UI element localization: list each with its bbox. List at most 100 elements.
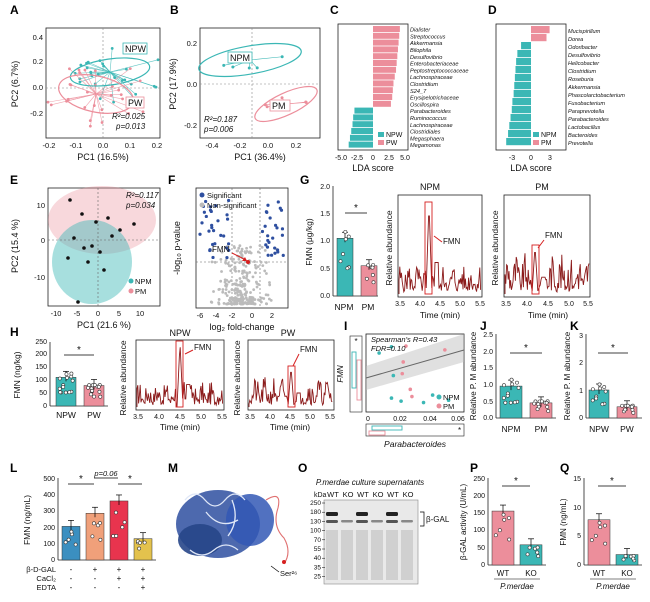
data-point bbox=[625, 403, 630, 408]
volcano-point bbox=[240, 247, 244, 251]
data-point bbox=[515, 380, 519, 385]
volcano-point bbox=[239, 293, 243, 297]
svg-text:100: 100 bbox=[43, 541, 55, 548]
panel-label-c: C bbox=[330, 3, 339, 17]
pca-point bbox=[80, 212, 84, 216]
pcoa-point bbox=[154, 85, 158, 89]
data-point bbox=[512, 400, 517, 405]
svg-text:*: * bbox=[79, 474, 83, 485]
data-point bbox=[63, 540, 68, 545]
data-point bbox=[66, 537, 71, 542]
kda-marker: 100 bbox=[310, 528, 321, 535]
pca-point bbox=[98, 250, 102, 254]
svg-text:0: 0 bbox=[529, 155, 533, 162]
panel-m: M Ser²⁶ bbox=[168, 461, 297, 578]
lda-bar bbox=[515, 66, 531, 74]
volcano-point bbox=[229, 302, 233, 306]
panel-label-l: L bbox=[10, 461, 17, 475]
kda-marker: 35 bbox=[314, 564, 322, 571]
volcano-point bbox=[245, 290, 248, 294]
data-point bbox=[73, 542, 78, 547]
data-point bbox=[69, 371, 74, 376]
svg-text:3.5: 3.5 bbox=[133, 414, 143, 421]
taxon-label: Desulfovibrio bbox=[568, 53, 600, 59]
svg-text:200: 200 bbox=[35, 351, 47, 358]
blot-band bbox=[326, 512, 338, 516]
data-point bbox=[536, 402, 541, 407]
tick: 0.0 bbox=[98, 141, 108, 150]
volcano-point bbox=[221, 290, 225, 294]
svg-text:0.2: 0.2 bbox=[187, 39, 197, 48]
pcoa-point bbox=[88, 124, 92, 128]
data-point bbox=[114, 534, 119, 538]
svg-text:NPM: NPM bbox=[135, 277, 152, 286]
bar bbox=[85, 513, 105, 561]
data-point bbox=[122, 520, 127, 525]
pcoa-point bbox=[127, 112, 130, 115]
volcano-point bbox=[249, 291, 252, 294]
volcano-point bbox=[244, 296, 248, 300]
lda-bar bbox=[373, 32, 400, 39]
svg-text:-6: -6 bbox=[197, 311, 204, 320]
taxon-label: Parabacteroides bbox=[568, 117, 609, 123]
svg-text:Relative abundance: Relative abundance bbox=[384, 210, 394, 285]
panel-l: L * p=0.06 * 0 100 200 300 400 500 FMN (… bbox=[10, 461, 156, 592]
pca-point bbox=[118, 228, 122, 232]
volcano-point bbox=[245, 276, 248, 280]
data-point bbox=[525, 552, 530, 557]
pcoa-point bbox=[78, 80, 82, 84]
volcano-point bbox=[238, 283, 242, 287]
svg-text:4.0: 4.0 bbox=[415, 301, 425, 308]
scatter-point bbox=[377, 351, 381, 355]
volcano-point bbox=[237, 257, 241, 261]
taxon-label: Clostridiales bbox=[410, 130, 441, 136]
svg-text:4.5: 4.5 bbox=[543, 301, 553, 308]
data-point bbox=[57, 386, 62, 391]
y-axis-label: PC2 (6.7%) bbox=[10, 61, 20, 108]
svg-text:*: * bbox=[354, 203, 358, 214]
lda-bar bbox=[509, 122, 531, 130]
volcano-point-significant bbox=[266, 253, 270, 257]
lda-bar bbox=[373, 66, 397, 73]
svg-text:5.0: 5.0 bbox=[196, 414, 206, 421]
pcoa-point bbox=[73, 71, 77, 75]
lane-label: WT bbox=[357, 490, 369, 499]
svg-text:4.5: 4.5 bbox=[175, 414, 185, 421]
svg-text:4.5: 4.5 bbox=[435, 301, 445, 308]
volcano-point-significant bbox=[269, 253, 274, 257]
volcano-point bbox=[233, 291, 237, 295]
volcano-point bbox=[254, 266, 258, 269]
svg-text:5.0: 5.0 bbox=[400, 155, 410, 162]
volcano-point-significant bbox=[273, 223, 278, 227]
pca-point bbox=[132, 222, 136, 226]
pcoa-point bbox=[46, 100, 50, 104]
volcano-point bbox=[236, 291, 239, 294]
volcano-point bbox=[231, 298, 235, 301]
fmn-annotation: FMN bbox=[212, 245, 230, 254]
lda-bar bbox=[521, 42, 531, 50]
svg-text:5.5: 5.5 bbox=[583, 301, 593, 308]
volcano-point bbox=[234, 296, 237, 299]
lda-bars-c bbox=[348, 26, 400, 148]
volcano-point-significant bbox=[271, 236, 275, 240]
volcano-point bbox=[232, 257, 235, 261]
volcano-point bbox=[238, 277, 242, 280]
pca-point bbox=[102, 268, 106, 272]
pcoa-point bbox=[83, 106, 87, 109]
volcano-point bbox=[233, 266, 237, 270]
svg-text:2: 2 bbox=[270, 311, 274, 320]
volcano-point bbox=[239, 291, 243, 295]
volcano-point bbox=[261, 264, 265, 268]
svg-text:FDR=0.10: FDR=0.10 bbox=[371, 344, 406, 353]
pcoa-point bbox=[134, 92, 138, 96]
kda-marker: 40 bbox=[314, 555, 322, 562]
lda-bar bbox=[373, 26, 400, 32]
svg-text:0: 0 bbox=[43, 403, 47, 410]
data-point bbox=[371, 280, 376, 285]
svg-text:150: 150 bbox=[35, 364, 47, 371]
volcano-point bbox=[248, 250, 252, 254]
volcano-point bbox=[248, 270, 252, 274]
svg-text:-0.2: -0.2 bbox=[184, 121, 197, 130]
data-point bbox=[98, 394, 103, 399]
pcoa-point bbox=[265, 105, 269, 109]
